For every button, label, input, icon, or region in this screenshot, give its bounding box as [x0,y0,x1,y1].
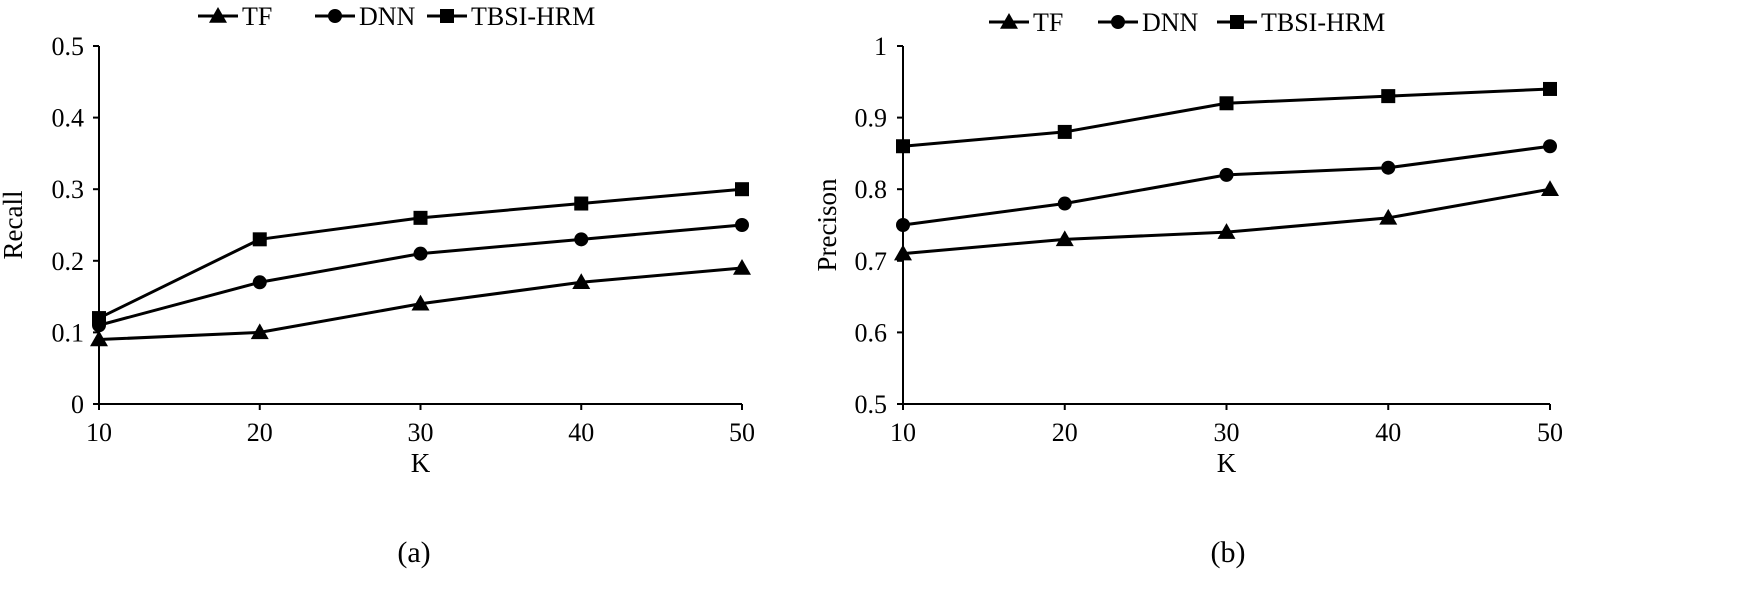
data-point [1219,167,1234,182]
x-tick-label: 20 [247,418,273,447]
legend-entry-tbsi-hrm: TBSI-HRM [427,2,595,31]
series-tbsi-hrm [896,81,1557,154]
x-tick-label: 30 [408,418,434,447]
legend-entry-dnn: DNN [315,2,416,31]
legend-label: TF [242,2,272,31]
data-point [896,218,910,232]
data-point [1381,89,1396,104]
data-point [413,246,428,261]
legend-label: TF [1033,8,1063,37]
data-point [413,210,428,225]
data-point [252,275,267,290]
x-tick-label: 10 [86,418,112,447]
data-point [735,218,749,232]
x-tick-label: 20 [1052,418,1078,447]
y-tick-label: 0.4 [52,104,85,133]
series-line [902,187,1551,256]
data-point [733,258,751,275]
legend-entry-tbsi-hrm: TBSI-HRM [1217,8,1385,37]
data-point [1541,180,1559,196]
legend-marker [209,7,227,23]
y-tick-label: 0.5 [855,390,888,419]
y-axis-label: Recall [0,191,28,260]
y-tick-label: 0.3 [52,175,85,204]
data-point [1543,81,1557,96]
y-tick-label: 0.7 [855,247,888,276]
legend-entry-tf: TF [198,2,272,31]
chart-caption: (a) [397,536,430,569]
y-tick-label: 0 [71,390,84,419]
legend-marker [1000,13,1018,29]
y-tick-label: 1 [874,32,887,61]
x-axis-label: K [411,448,431,478]
data-point [896,139,910,154]
series-tbsi-hrm [92,182,749,326]
legend-marker [1111,15,1125,29]
legend-label: DNN [359,2,416,31]
data-point [894,244,912,261]
x-tick-label: 50 [729,418,755,447]
y-tick-label: 0.5 [52,32,85,61]
legend-marker [1230,15,1244,29]
legend-label: TBSI-HRM [471,2,595,31]
x-tick-label: 30 [1214,418,1240,447]
data-point [735,182,749,197]
y-tick-label: 0.2 [52,247,85,276]
data-point [252,232,267,247]
data-point [1217,223,1236,239]
series-tf [90,258,751,347]
x-tick-label: 10 [890,418,916,447]
legend-marker [440,9,454,23]
legend-entry-dnn: DNN [1098,8,1199,37]
data-point [574,196,589,211]
x-tick-label: 40 [1375,418,1401,447]
data-point [1379,208,1398,225]
series-dnn [896,139,1557,232]
data-point [92,311,106,326]
data-point [1055,230,1074,247]
chart-caption: (b) [1211,536,1246,569]
legend-marker [328,9,342,23]
y-tick-label: 0.6 [855,318,888,347]
series-line [902,144,1551,227]
data-point [1381,160,1396,175]
x-axis-label: K [1217,448,1237,478]
data-point [1057,124,1072,139]
y-axis-label: Precison [812,178,842,271]
series-tf [894,180,1559,261]
data-point [572,273,591,290]
x-tick-label: 40 [568,418,594,447]
data-point [574,232,589,247]
y-tick-label: 0.9 [855,104,888,133]
legend-entry-tf: TF [989,8,1063,37]
data-point [250,323,269,340]
x-tick-label: 50 [1537,418,1563,447]
data-point [1057,196,1072,211]
legend-label: TBSI-HRM [1261,8,1385,37]
data-point [411,294,430,311]
data-point [1219,96,1234,111]
y-tick-label: 0.8 [855,175,888,204]
chart-recall: 0 0.1 0.2 0.3 0.4 0.5 10 20 30 40 50 K Recall (a) TF DN… [0,2,755,569]
data-point [1543,139,1557,154]
y-tick-label: 0.1 [52,318,85,347]
legend-label: DNN [1142,8,1199,37]
chart-precision: 0.5 0.6 0.7 0.8 0.9 1 10 20 30 40 50 K Precison (b) TF… [812,8,1563,569]
data-point [90,330,108,347]
